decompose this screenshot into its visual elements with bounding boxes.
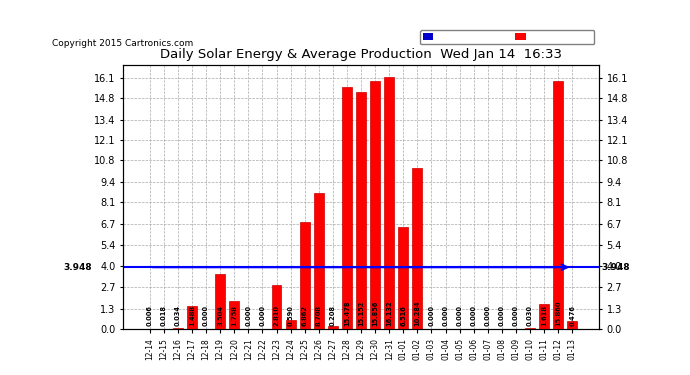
Bar <box>342 87 352 329</box>
Text: 3.948: 3.948 <box>63 263 92 272</box>
Text: 0.034: 0.034 <box>175 305 181 326</box>
Text: 0.590: 0.590 <box>288 305 294 326</box>
Text: 10.284: 10.284 <box>415 301 420 326</box>
Text: 2.810: 2.810 <box>273 305 279 326</box>
Title: Daily Solar Energy & Average Production  Wed Jan 14  16:33: Daily Solar Energy & Average Production … <box>160 48 562 61</box>
Text: 0.000: 0.000 <box>442 305 448 326</box>
Text: 0.000: 0.000 <box>485 305 491 326</box>
Bar <box>553 81 563 329</box>
Text: 15.478: 15.478 <box>344 301 350 326</box>
Bar <box>413 168 422 329</box>
Bar <box>356 92 366 329</box>
Bar <box>371 81 380 329</box>
Text: 6.862: 6.862 <box>302 305 308 326</box>
Text: 0.006: 0.006 <box>147 305 152 326</box>
Bar <box>272 285 282 329</box>
Text: 1.758: 1.758 <box>231 305 237 326</box>
Text: 0.000: 0.000 <box>428 305 435 326</box>
Bar <box>229 302 239 329</box>
Bar <box>384 77 394 329</box>
Text: 0.000: 0.000 <box>471 305 477 326</box>
Text: 3.948: 3.948 <box>601 263 630 272</box>
Text: 8.708: 8.708 <box>316 305 322 326</box>
Text: 0.000: 0.000 <box>457 305 462 326</box>
Text: 16.132: 16.132 <box>386 301 392 326</box>
Text: 0.476: 0.476 <box>569 305 575 326</box>
Text: 0.000: 0.000 <box>246 305 251 326</box>
Text: 1.618: 1.618 <box>541 305 547 326</box>
Text: 0.030: 0.030 <box>527 305 533 326</box>
Text: 1.488: 1.488 <box>189 305 195 326</box>
Text: 6.516: 6.516 <box>400 305 406 326</box>
Text: 15.860: 15.860 <box>555 301 561 326</box>
Text: 15.152: 15.152 <box>358 301 364 326</box>
Bar <box>299 222 310 329</box>
Bar <box>215 274 225 329</box>
Text: 15.856: 15.856 <box>372 301 378 326</box>
Bar <box>187 306 197 329</box>
Text: 3.504: 3.504 <box>217 305 223 326</box>
Bar <box>173 328 183 329</box>
Bar <box>525 328 535 329</box>
Bar <box>314 193 324 329</box>
Bar <box>398 227 408 329</box>
Text: 0.018: 0.018 <box>161 305 167 326</box>
Text: 0.000: 0.000 <box>499 305 505 326</box>
Bar <box>539 304 549 329</box>
Bar <box>567 321 578 329</box>
Text: Copyright 2015 Cartronics.com: Copyright 2015 Cartronics.com <box>52 39 193 48</box>
Text: 0.208: 0.208 <box>330 305 336 326</box>
Text: 0.000: 0.000 <box>203 305 209 326</box>
Bar <box>328 326 338 329</box>
Legend: Average  (kWh), Daily   (kWh): Average (kWh), Daily (kWh) <box>420 30 594 44</box>
Text: 0.000: 0.000 <box>513 305 519 326</box>
Text: 0.000: 0.000 <box>259 305 266 326</box>
Bar <box>286 320 295 329</box>
